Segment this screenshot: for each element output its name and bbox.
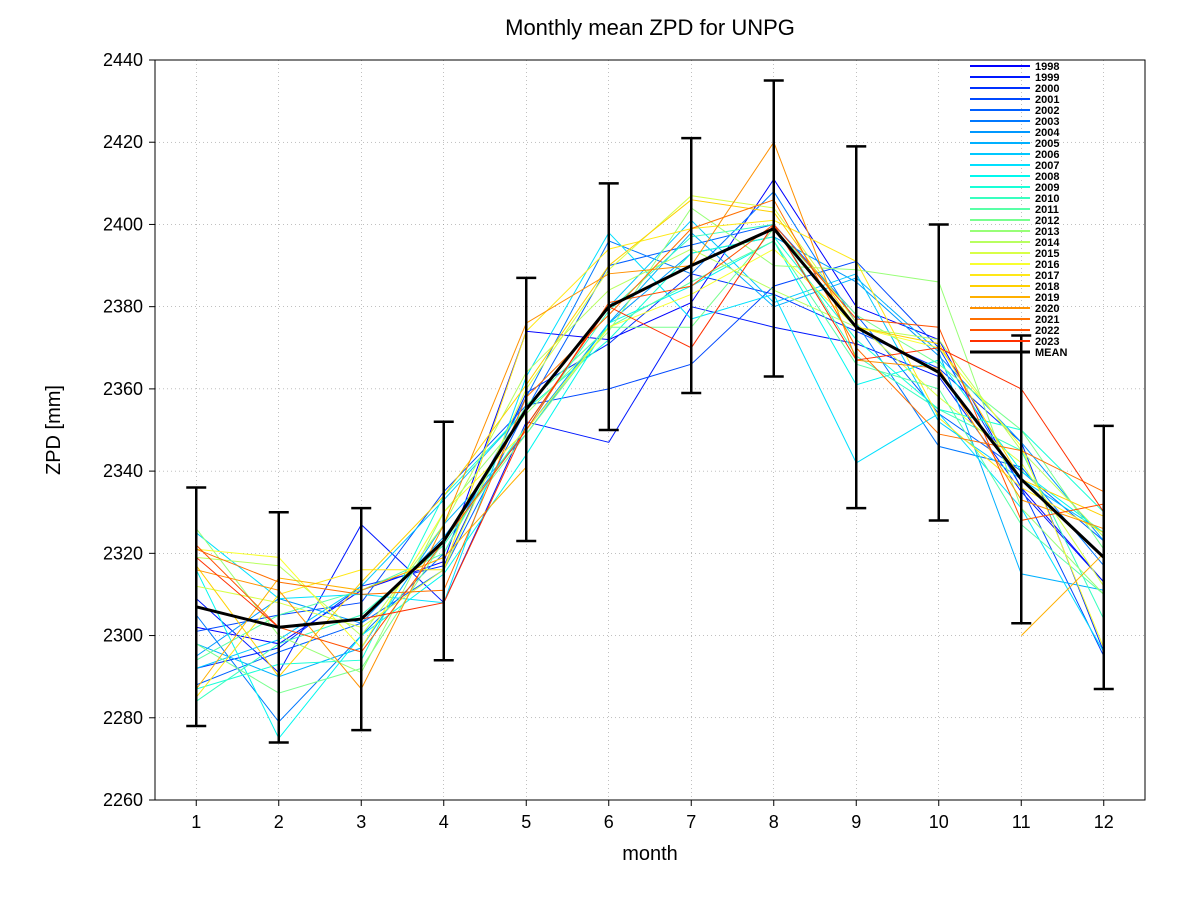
x-tick-label: 5 — [521, 812, 531, 832]
x-tick-label: 12 — [1094, 812, 1114, 832]
y-tick-label: 2260 — [103, 790, 143, 810]
y-axis: 2260 2280 2300 2320 2340 2360 2380 2400 2420 2440 — [103, 50, 155, 810]
y-axis-label: ZPD [mm] — [43, 385, 65, 475]
x-tick-label: 11 — [1012, 812, 1031, 832]
chart-container: 1234567891011122260228023002320234023602… — [0, 0, 1201, 901]
y-tick-label: 2280 — [103, 708, 143, 728]
legend-label-mean: MEAN — [1035, 347, 1067, 359]
y-tick-label: 2400 — [103, 214, 143, 234]
x-tick-label: 1 — [191, 812, 201, 832]
x-tick-label: 4 — [439, 812, 449, 832]
y-tick-label: 2380 — [103, 297, 143, 317]
y-tick-label: 2360 — [103, 379, 143, 399]
x-tick-label: 2 — [274, 812, 284, 832]
y-tick-label: 2440 — [103, 50, 143, 70]
x-axis: 123456789101112 — [191, 800, 1114, 832]
y-tick-label: 2320 — [103, 543, 143, 563]
chart-title: Monthly mean ZPD for UNPG — [505, 15, 795, 40]
y-tick-label: 2340 — [103, 461, 143, 481]
x-tick-label: 3 — [356, 812, 366, 832]
chart-svg: 1234567891011122260228023002320234023602… — [0, 0, 1201, 901]
x-tick-label: 10 — [929, 812, 949, 832]
x-tick-label: 8 — [769, 812, 779, 832]
plot-area — [155, 60, 1145, 800]
y-tick-label: 2420 — [103, 132, 143, 152]
x-tick-label: 9 — [851, 812, 861, 832]
x-tick-label: 6 — [604, 812, 614, 832]
x-tick-label: 7 — [686, 812, 696, 832]
y-tick-label: 2300 — [103, 626, 143, 646]
x-axis-label: month — [622, 843, 678, 865]
